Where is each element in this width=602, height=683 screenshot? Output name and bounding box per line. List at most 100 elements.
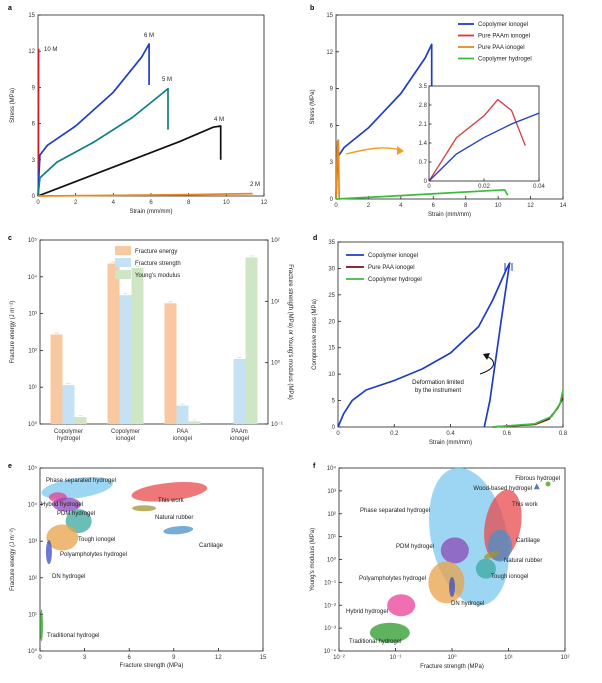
panel-f-region (428, 561, 465, 604)
panel-e-region (39, 609, 43, 642)
panel-c-bar (50, 334, 63, 424)
panel-f-y-tick-label: 10² (327, 512, 336, 518)
panel-b-inset-y-tick-label: 2.1 (419, 122, 428, 128)
panel-e-region-label: Traditional hydrogel (47, 633, 99, 639)
panel-f-x-tick-label: 10⁻¹ (390, 655, 402, 661)
panel-e-x-tick-label: 0 (38, 655, 42, 661)
panel-c-y2-axis-label: Fracture strength (MPa) or Young's modul… (287, 264, 293, 400)
panel-a-x-tick-label: 2 (74, 200, 78, 206)
panel-a-y-axis-label: Stress (MPa) (10, 88, 16, 123)
panel-c-y-tick-label: 10⁰ (28, 421, 38, 428)
panel-a-x-tick-label: 12 (261, 200, 268, 206)
panel-b-legend-label: Copolymer ionogel (478, 22, 528, 28)
panel-e-region-label: Polyampholytes hydrogel (60, 552, 127, 558)
panel-a-y-tick-label: 9 (32, 85, 36, 91)
panel-d-y-tick-label: 35 (328, 240, 335, 246)
panel-f-y-tick-label: 10¹ (327, 535, 336, 541)
panel-d-y-tick-label: 15 (328, 346, 335, 352)
panel-e-x-tick-label: 15 (260, 655, 267, 661)
panel-f-region-label: Natural rubber (504, 558, 542, 564)
panel-b-inset-line (428, 112, 540, 182)
panel-b-x-tick-label: 14 (560, 203, 567, 209)
panel-d-legend-label: Copolymer ionogel (368, 253, 418, 259)
panel-d-line (337, 262, 511, 428)
panel-c-y-tick-label: 10³ (28, 312, 37, 318)
panel-f-region-label: PDM hydrogel (396, 544, 434, 550)
panel-f-region-label: Tough ionogel (491, 574, 528, 580)
panel-b-inset-axes (428, 85, 540, 182)
panel-a-line-4M (37, 125, 222, 197)
panel-d-y-tick-label: 25 (328, 293, 335, 299)
panel-b-y-tick-label: 6 (330, 123, 334, 129)
panel-c-y-tick-label: 10⁴ (28, 274, 38, 281)
panel-label-a: a (8, 5, 12, 12)
panel-a-line-5M (37, 87, 169, 197)
panel-c-y-tick-label: 10² (28, 348, 37, 354)
panel-a-curve-label: 6 M (144, 33, 154, 39)
panel-e-x-tick-label: 9 (172, 655, 176, 661)
panel-c-category-label: Copolymer ionogel (111, 429, 140, 442)
panel-e-x-tick-label: 12 (215, 655, 222, 661)
panel-a-curve-label: 4 M (214, 117, 224, 123)
panel-b-y-tick-label: 3 (330, 160, 334, 166)
panel-e-region (131, 481, 208, 502)
panel-a-axes (37, 14, 265, 197)
panel-a-x-tick-label: 8 (187, 200, 191, 206)
panel-e-y-tick-label: 10⁰ (28, 648, 38, 655)
panel-c-legend-label: Young's modulus (135, 273, 180, 279)
panel-b-y-axis-label: Stress (MPa) (310, 89, 316, 124)
panel-label-e: e (8, 463, 12, 470)
panel-c-bar (119, 295, 132, 424)
panel-f-region-label: Cartilage (516, 538, 541, 544)
panel-b-legend-label: Copolymer hydrogel (478, 57, 532, 63)
panel-a-y-tick-label: 3 (32, 158, 36, 164)
panel-d-annotation-arrow (479, 355, 494, 375)
panel-d-line (492, 397, 564, 428)
panel-label-f: f (313, 463, 316, 470)
panel-c-bar (164, 303, 177, 424)
panel-a-x-tick-label: 10 (223, 200, 230, 206)
panel-b-x-tick-label: 0 (334, 203, 338, 209)
panel-c-y-tick-label: 10¹ (28, 385, 37, 391)
panel-e-y-tick-label: 10⁴ (28, 502, 38, 509)
panel-f-marker (533, 483, 540, 490)
panel-a-curve-label: 5 M (162, 77, 172, 83)
panel-d-x-axis-label: Strain (mm/mm) (429, 440, 472, 446)
panel-a-curve-label: 10 M (44, 47, 57, 53)
panel-f-region-label: Fibrous hydrogel (515, 476, 560, 482)
panel-c-category-label: PAAm ionogel (230, 429, 249, 442)
panel-d-x-tick-label: 0.2 (390, 431, 399, 437)
panel-f-x-tick-label: 10² (561, 655, 570, 661)
panel-b-axes (335, 14, 564, 200)
panel-f-region-label: Polyampholytes hydrogel (359, 576, 426, 582)
panel-f-y-tick-label: 10⁻⁴ (324, 648, 337, 655)
panel-e-y-tick-label: 10² (28, 576, 37, 582)
panel-e-y-tick-label: 10³ (28, 539, 37, 545)
panel-b-x-tick-label: 10 (495, 203, 502, 209)
panel-d-legend-label: Pure PAA ionogel (368, 265, 415, 271)
panel-d-annotation: Deformation limited by the instrument (412, 380, 464, 394)
panel-e-y-tick-label: 10¹ (28, 612, 37, 618)
panel-f-marker (545, 481, 551, 487)
panel-c-bar (107, 263, 120, 424)
panel-c-bar (233, 358, 246, 424)
panel-b-legend-label: Pure PAA ionogel (478, 45, 525, 51)
panel-label-d: d (313, 235, 317, 242)
panel-d-line (492, 389, 564, 428)
panel-a-y-tick-label: 6 (32, 122, 36, 128)
panel-d-y-tick-label: 10 (328, 372, 335, 378)
panel-c-y2-tick-label: 10² (271, 238, 280, 244)
panel-d-y-axis-label: Compressive stress (MPa) (312, 299, 318, 370)
panel-e-x-tick-label: 6 (128, 655, 132, 661)
panel-f-y-tick-label: 10⁻¹ (324, 580, 336, 586)
panel-b-y-tick-label: 9 (330, 87, 334, 93)
panel-f-region-label: Hybrid hydrogel (346, 609, 388, 615)
panel-e-x-axis-label: Fracture strength (MPa) (120, 663, 184, 669)
panel-a-y-tick-label: 12 (28, 49, 35, 55)
panel-f-x-axis-label: Fracture strength (MPa) (420, 664, 484, 670)
panel-c-category-label: Copolymer hydrogel (54, 429, 83, 442)
panel-c-bar (131, 267, 144, 424)
panel-b-inset-x-tick-label: 0 (427, 184, 431, 190)
panel-f-x-tick-label: 10⁰ (447, 654, 457, 661)
